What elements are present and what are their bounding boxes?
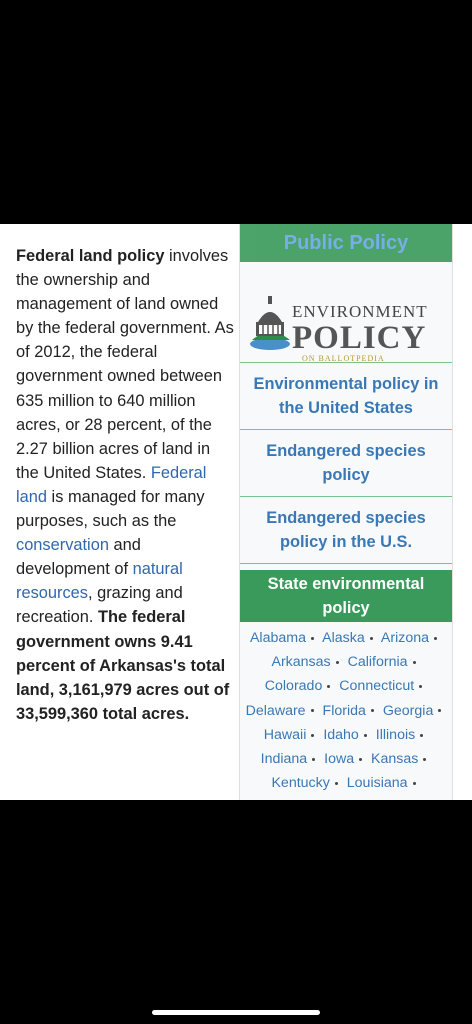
logo-graphic: ENVIRONMENT POLICY ON BALLOTPEDIA [250,296,428,363]
sidebar-link[interactable]: Endangered species policy [240,430,452,497]
logo-icon [250,296,290,350]
sidebar-header: Public Policy [240,224,452,262]
state-item: Alaska [322,630,378,646]
separator-dot [412,781,416,785]
sidebar-link[interactable]: Environmental policy in the United State… [240,363,452,430]
state-link[interactable]: Iowa [324,751,355,768]
state-link[interactable]: California [347,654,408,671]
state-link[interactable]: Delaware [245,702,306,719]
state-item: Arkansas [271,654,343,670]
article-text: , grazing and recreation. [16,584,183,627]
separator-dot [359,757,363,761]
logo-line1: ENVIRONMENT [292,302,428,321]
state-link[interactable]: Kentucky [271,775,330,792]
state-item: Indiana [261,751,321,767]
separator-dot [370,709,374,713]
state-link[interactable]: Arkansas [271,654,331,671]
state-item: Kentucky [271,775,342,791]
state-link[interactable]: Kansas [371,751,419,768]
article-link[interactable]: Federal land [16,463,207,506]
state-item: Maine [283,799,335,800]
state-link[interactable]: Arizona [380,630,430,646]
logo-line3: ON BALLOTPEDIA [302,354,385,362]
article-text: is managed for many purposes, such as th… [16,487,205,531]
article-link[interactable]: natural resources [16,560,183,603]
article-text: Federal land policy involves the ownersh… [16,244,236,726]
separator-dot [434,636,438,640]
separator-dot [419,685,423,689]
state-link[interactable]: Maine [283,799,322,800]
state-link[interactable]: Georgia [382,702,434,719]
sidebar-link[interactable]: Endangered species policy in the U.S. [240,497,452,564]
article-bold: The federal government owns 9.41 percent… [16,608,230,723]
state-link[interactable]: Connecticut [339,678,415,695]
state-item: Georgia [383,703,446,719]
separator-dot [423,757,427,761]
state-link[interactable]: Colorado [264,678,323,695]
home-indicator [152,1010,320,1015]
state-item: Idaho [323,727,372,743]
state-item: Delaware [246,703,319,719]
state-link[interactable]: Maryland [338,799,396,800]
separator-dot [335,660,339,664]
state-item: Florida [323,703,379,719]
article-bold: Federal land policy [16,247,165,265]
separator-dot [420,733,424,737]
separator-dot [312,757,316,761]
state-item: Alabama [250,630,319,646]
separator-dot [369,636,373,640]
separator-dot [334,781,338,785]
state-item: Arizona [381,630,442,646]
state-item: Maryland [338,799,409,800]
state-item: Iowa [324,751,367,767]
separator-dot [310,636,314,640]
state-item: Louisiana [347,775,421,791]
article-link[interactable]: conservation [16,536,109,555]
page-content: Federal land policy involves the ownersh… [0,224,472,800]
state-link[interactable]: Indiana [260,751,308,768]
logo-line2: POLICY [292,320,426,356]
article-text: and development of [16,536,141,579]
state-link[interactable]: Alaska [322,630,365,646]
state-link[interactable]: Louisiana [346,775,408,792]
separator-dot [363,733,367,737]
state-item: Illinois [376,727,428,743]
state-link[interactable]: Illinois [375,726,416,743]
logo: ENVIRONMENT POLICY ON BALLOTPEDIA [240,262,452,363]
state-list: Alabama Alaska Arizona Arkansas Californ… [240,622,452,800]
state-link[interactable]: Idaho [323,726,359,743]
state-item: Kansas [371,751,431,767]
separator-dot [438,709,442,713]
state-link[interactable]: Hawaii [263,726,307,743]
state-link[interactable]: Alabama [249,630,306,646]
state-link[interactable]: Florida [322,702,366,719]
section-title: State environmental policy [240,570,452,622]
state-item: California [348,654,421,670]
separator-dot [310,709,314,713]
sidebar-links: Environmental policy in the United State… [240,363,452,564]
sidebar: Public Policy ENVIRONMENT POLICY ON [239,224,453,800]
state-item: Colorado [265,678,336,694]
separator-dot [311,733,315,737]
separator-dot [327,685,331,689]
state-item: Hawaii [264,727,320,743]
article-text: involves the ownership and management of… [16,247,234,482]
state-item: Connecticut [339,678,427,694]
separator-dot [412,660,416,664]
